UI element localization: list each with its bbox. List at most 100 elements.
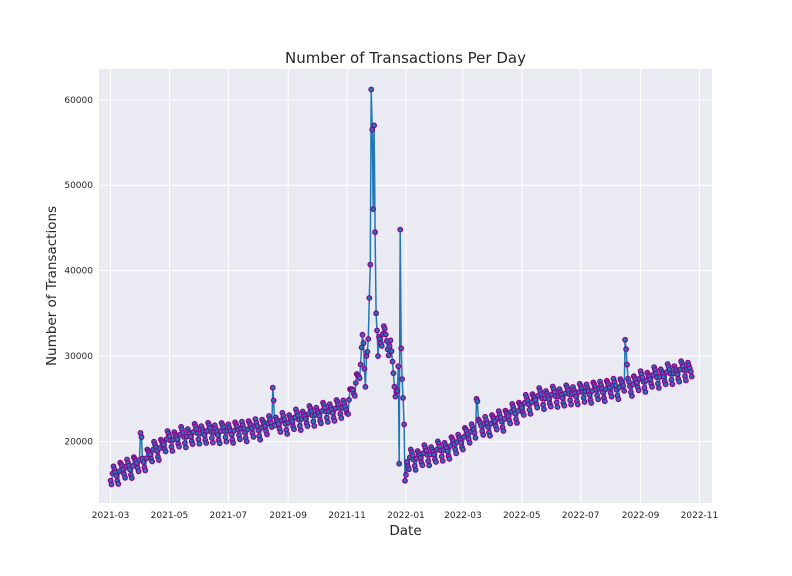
data-point: [175, 437, 180, 442]
data-point: [576, 402, 581, 407]
y-axis-label: Number of Transactions: [44, 206, 60, 366]
data-point: [109, 482, 114, 487]
data-point: [371, 207, 376, 212]
data-point: [472, 431, 477, 436]
data-point: [434, 460, 439, 465]
data-point: [303, 417, 308, 422]
data-point: [367, 296, 372, 301]
data-point: [365, 350, 370, 355]
data-point: [170, 449, 175, 454]
data-point: [299, 428, 304, 433]
data-point: [535, 405, 540, 410]
x-tick-label: 2021-03: [92, 511, 130, 521]
data-point: [447, 457, 452, 462]
data-point: [204, 441, 209, 446]
data-point: [387, 344, 392, 349]
data-point: [217, 441, 222, 446]
data-point: [650, 385, 655, 390]
data-point: [319, 421, 324, 426]
data-point: [354, 381, 359, 386]
x-tick-label: 2021-09: [269, 511, 307, 521]
data-point: [402, 422, 407, 427]
data-point: [265, 432, 270, 437]
data-point: [459, 440, 464, 445]
data-point: [326, 420, 331, 425]
data-point: [689, 369, 694, 374]
data-point: [609, 394, 614, 399]
data-point: [677, 379, 682, 384]
data-point: [339, 416, 344, 421]
x-axis-label: Date: [389, 523, 421, 539]
data-point: [528, 412, 533, 417]
data-point: [445, 449, 450, 454]
data-point: [163, 449, 168, 454]
y-tick-label: 60000: [64, 96, 93, 106]
data-point: [418, 456, 423, 461]
data-point: [375, 328, 380, 333]
data-point: [238, 437, 243, 442]
data-point: [285, 432, 290, 437]
data-point: [549, 404, 554, 409]
data-point: [177, 444, 182, 449]
x-tick-label: 2022-09: [622, 511, 660, 521]
data-point: [292, 427, 297, 432]
data-point: [278, 430, 283, 435]
data-point: [389, 349, 394, 354]
data-point: [244, 439, 249, 444]
data-point: [407, 467, 412, 472]
data-point: [361, 341, 366, 346]
data-point: [405, 460, 410, 465]
data-point: [508, 421, 513, 426]
data-point: [271, 398, 276, 403]
data-point: [401, 396, 406, 401]
data-point: [357, 376, 362, 381]
data-point: [372, 123, 377, 128]
data-point: [623, 338, 628, 343]
data-point: [197, 441, 202, 446]
data-point: [432, 452, 437, 457]
data-point: [675, 372, 680, 377]
data-point: [582, 400, 587, 405]
data-point: [251, 435, 256, 440]
x-tick-label: 2021-05: [151, 511, 189, 521]
data-point: [158, 446, 163, 451]
data-point: [648, 377, 653, 382]
data-point: [427, 463, 432, 468]
y-tick-label: 20000: [64, 437, 93, 447]
data-point: [630, 394, 635, 399]
data-point: [542, 407, 547, 412]
data-point: [368, 262, 373, 267]
data-point: [231, 441, 236, 446]
data-point: [454, 451, 459, 456]
data-point: [139, 435, 144, 440]
chart-title: Number of Transactions Per Day: [285, 49, 526, 67]
data-point: [382, 326, 387, 331]
data-point: [346, 412, 351, 417]
data-point: [398, 227, 403, 232]
data-point: [369, 87, 374, 92]
y-tick-label: 40000: [64, 267, 93, 277]
data-point: [661, 375, 666, 380]
data-point: [624, 347, 629, 352]
data-point: [360, 332, 365, 337]
data-point: [475, 399, 480, 404]
data-point: [305, 424, 310, 429]
data-point: [488, 433, 493, 438]
data-point: [494, 427, 499, 432]
data-point: [396, 364, 401, 369]
data-point: [622, 389, 627, 394]
x-tick-label: 2021-07: [210, 511, 248, 521]
data-point: [395, 389, 400, 394]
data-point: [332, 419, 337, 424]
data-point: [616, 397, 621, 402]
data-point: [388, 338, 393, 343]
data-point: [347, 398, 352, 403]
data-point: [290, 419, 295, 424]
data-point: [440, 459, 445, 464]
data-point: [258, 437, 263, 442]
data-point: [399, 346, 404, 351]
data-point: [473, 436, 478, 441]
data-point: [621, 384, 626, 389]
data-point: [596, 397, 601, 402]
y-tick-label: 30000: [64, 352, 93, 362]
